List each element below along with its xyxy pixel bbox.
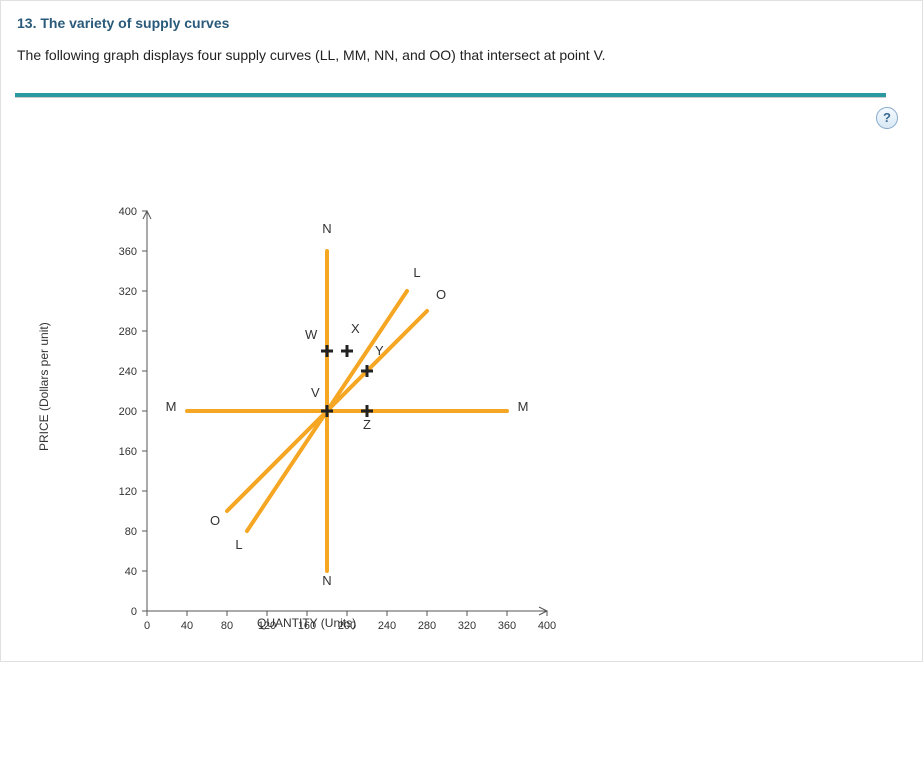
y-tick-label: 360 <box>119 246 137 258</box>
x-tick-label: 80 <box>221 620 233 632</box>
curve-label-NN-end: N <box>322 573 331 588</box>
y-tick-label: 280 <box>119 326 137 338</box>
x-tick-label: 320 <box>458 620 476 632</box>
point-label-W: W <box>305 327 318 342</box>
y-tick-label: 120 <box>119 486 137 498</box>
y-tick-label: 320 <box>119 286 137 298</box>
curve-label-OO-end: O <box>436 287 446 302</box>
x-tick-label: 240 <box>378 620 396 632</box>
question-description: The following graph displays four supply… <box>17 47 906 63</box>
x-tick-label: 360 <box>498 620 516 632</box>
x-axis-label: QUANTITY (Units) <box>257 616 356 630</box>
curve-label-OO-start: O <box>210 513 220 528</box>
point-label-X: X <box>351 321 360 336</box>
curve-label-LL-start: L <box>235 537 242 552</box>
y-tick-label: 80 <box>125 526 137 538</box>
question-container: 13. The variety of supply curves The fol… <box>0 0 923 662</box>
x-tick-label: 400 <box>538 620 556 632</box>
x-tick-label: 40 <box>181 620 193 632</box>
y-axis-label: PRICE (Dollars per unit) <box>37 322 51 451</box>
help-row: ? <box>17 97 906 131</box>
y-tick-label: 240 <box>119 366 137 378</box>
curve-label-MM-end: M <box>518 399 529 414</box>
y-tick-label: 160 <box>119 446 137 458</box>
x-tick-label: 280 <box>418 620 436 632</box>
y-tick-label: 0 <box>131 606 137 618</box>
curve-label-MM-start: M <box>166 399 177 414</box>
x-tick-label: 0 <box>144 620 150 632</box>
chart-canvas[interactable]: 0408012016020024028032036040004080120160… <box>57 171 577 641</box>
supply-curve-chart: PRICE (Dollars per unit) 0 40 80 120 160 200 2… <box>17 131 906 641</box>
help-button[interactable]: ? <box>876 107 898 129</box>
y-tick-label: 400 <box>119 206 137 218</box>
curve-label-LL-end: L <box>413 265 420 280</box>
y-tick-label: 200 <box>119 406 137 418</box>
question-title: 13. The variety of supply curves <box>17 15 906 31</box>
point-label-Z: Z <box>363 417 371 432</box>
point-label-V: V <box>311 385 320 400</box>
curve-label-NN-start: N <box>322 221 331 236</box>
y-tick-label: 40 <box>125 566 137 578</box>
point-label-Y: Y <box>375 343 384 358</box>
